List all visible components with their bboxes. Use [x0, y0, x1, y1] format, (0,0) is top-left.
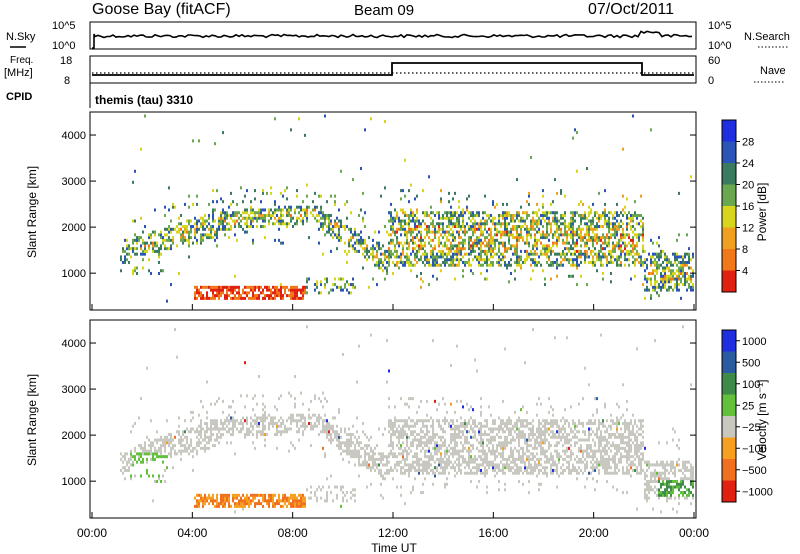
colorbar-cell — [722, 206, 736, 228]
x-axis: 00:00 04:00 08:00 12:00 16:00 20:00 00:00 — [77, 304, 709, 540]
colorbar-cell — [722, 249, 736, 271]
x-tick-label: 12:00 — [378, 526, 408, 540]
colorbar-tick-label: 100 — [742, 379, 760, 391]
x-tick-label: 16:00 — [478, 526, 508, 540]
noise-tick-left-bottom: 10^0 — [52, 40, 76, 52]
freq-tick-top: 18 — [60, 55, 72, 67]
freq-label-1: Freq. — [10, 55, 33, 66]
colorbar-cell — [722, 330, 736, 352]
power-panel: 1000 2000 3000 4000 Slant Range [km] 4 8 12 16… — [25, 111, 769, 311]
velocity-colorbar: 1000 500 100 25 −25 −100 −500 −1000 — [721, 329, 773, 503]
velocity-heatmap — [120, 325, 694, 514]
noise-tick-right-bottom: 10^0 — [708, 40, 732, 52]
y-tick-label: 1000 — [62, 268, 86, 280]
x-axis-label: Time UT — [371, 541, 417, 554]
cpid-value: themis (tau) 3310 — [95, 93, 193, 107]
colorbar-tick-label: 1000 — [742, 336, 766, 348]
noise-panel: N.Sky 10^5 10^0 10^5 10^0 N.Search — [6, 20, 790, 52]
colorbar-cell — [722, 141, 736, 164]
y-tick-label: 2000 — [62, 222, 86, 234]
colorbar-tick-label: −100 — [742, 443, 767, 455]
beam-title: Beam 09 — [354, 2, 414, 19]
x-tick-label: 20:00 — [579, 526, 609, 540]
colorbar-tick-label: 28 — [742, 137, 754, 149]
noise-sky-series — [92, 30, 693, 49]
frequency-series — [92, 62, 694, 76]
colorbar-cell — [722, 163, 736, 185]
velocity-y-label: Slant Range [km] — [25, 374, 39, 466]
colorbar-cell — [722, 416, 736, 438]
colorbar-tick-label: −1000 — [742, 486, 773, 498]
colorbar-cell — [722, 480, 736, 503]
colorbar-tick-label: 8 — [742, 244, 748, 256]
x-tick-label: 08:00 — [278, 526, 308, 540]
colorbar-cell — [722, 459, 736, 481]
power-colorbar-label: Power [dB] — [755, 183, 769, 242]
nave-tick-bottom: 0 — [708, 75, 714, 87]
freq-tick-bottom: 8 — [64, 75, 70, 87]
y-tick-label: 1000 — [62, 476, 86, 488]
power-y-axis: 1000 2000 3000 4000 — [62, 130, 696, 280]
x-tick-label: 00:00 — [679, 526, 709, 540]
y-tick-label: 3000 — [62, 384, 86, 396]
colorbar-cell — [722, 437, 736, 460]
nave-tick-top: 60 — [708, 55, 720, 67]
colorbar-tick-label: 20 — [742, 180, 754, 192]
noise-sky-label: N.Sky — [6, 31, 36, 43]
power-y-label: Slant Range [km] — [25, 166, 39, 258]
noise-search-label: N.Search — [744, 31, 790, 43]
station-title: Goose Bay (fitACF) — [92, 1, 231, 18]
colorbar-tick-label: 4 — [742, 266, 748, 278]
colorbar-cell — [722, 184, 736, 207]
y-tick-label: 2000 — [62, 430, 86, 442]
colorbar-cell — [722, 227, 736, 250]
x-tick-label: 04:00 — [177, 526, 207, 540]
colorbar-tick-label: −500 — [742, 465, 767, 477]
velocity-y-axis: 1000 2000 3000 4000 — [62, 338, 696, 488]
power-colorbar: 4 8 12 16 20 24 28 — [721, 119, 754, 293]
colorbar-cell — [722, 373, 736, 395]
colorbar-cell — [722, 270, 736, 293]
colorbar-tick-label: 24 — [742, 158, 754, 170]
colorbar-tick-label: 25 — [742, 400, 754, 412]
colorbar-tick-label: 500 — [742, 357, 760, 369]
x-tick-label: 00:00 — [77, 526, 107, 540]
colorbar-cell — [722, 394, 736, 417]
colorbar-cell — [722, 120, 736, 142]
colorbar-tick-label: −25 — [742, 422, 761, 434]
y-tick-label: 4000 — [62, 338, 86, 350]
cpid-label: CPID — [6, 91, 32, 103]
y-tick-label: 3000 — [62, 176, 86, 188]
frequency-panel: Freq. [MHz] 18 8 60 0 Nave CPID themis (… — [4, 55, 786, 108]
nave-label: Nave — [760, 65, 786, 77]
y-tick-label: 4000 — [62, 130, 86, 142]
date-title: 07/Oct/2011 — [588, 1, 674, 18]
noise-tick-right-top: 10^5 — [708, 20, 732, 32]
freq-label-2: [MHz] — [4, 67, 33, 79]
power-heatmap — [120, 114, 694, 303]
colorbar-tick-label: 12 — [742, 223, 754, 235]
velocity-panel: 1000 2000 3000 4000 Slant Range [km] 1000 50… — [25, 319, 773, 519]
colorbar-cell — [722, 351, 736, 374]
colorbar-tick-label: 16 — [742, 201, 754, 213]
noise-tick-left-top: 10^5 — [52, 20, 76, 32]
velocity-colorbar-label: Velocity [m s⁻¹] — [755, 379, 769, 460]
